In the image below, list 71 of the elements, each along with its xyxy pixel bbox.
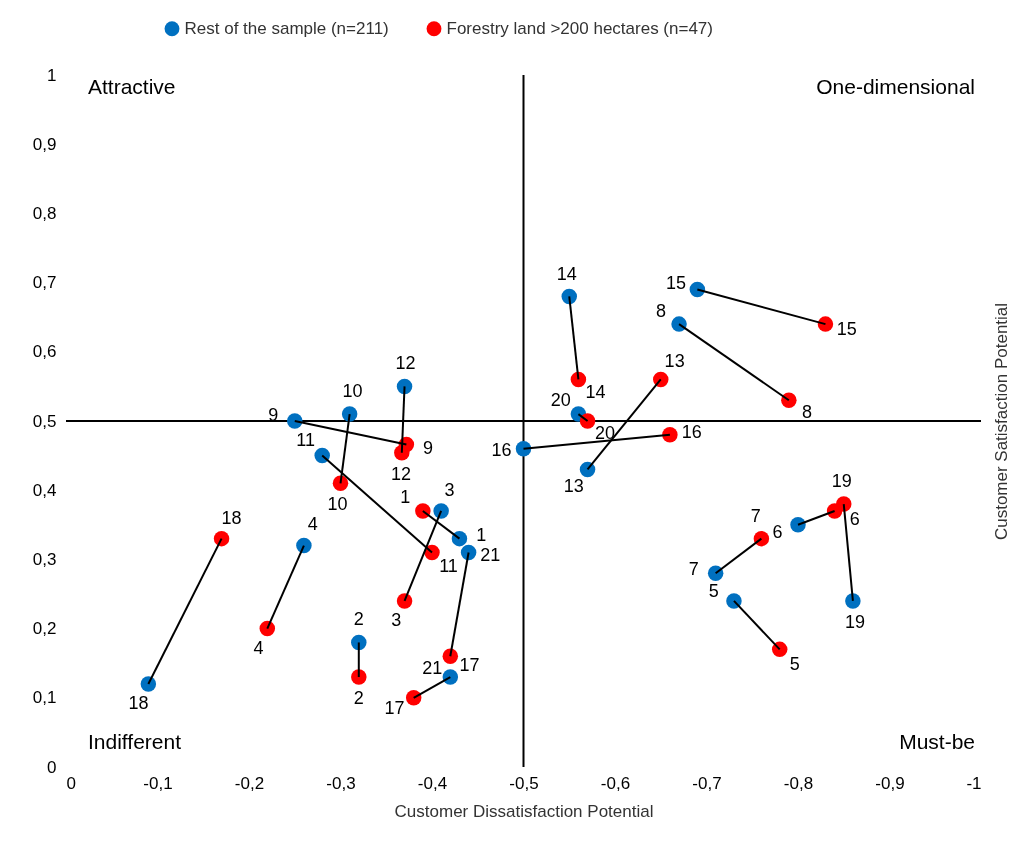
annotation: 10 — [327, 494, 348, 515]
annotation: 14 — [556, 263, 577, 284]
annotation: 8 — [801, 401, 812, 422]
annotation: 21 — [422, 657, 443, 678]
y-tick-label: 1 — [47, 65, 57, 85]
annotation: 10 — [342, 381, 363, 402]
y-tick-label: 0 — [47, 757, 57, 777]
annotation: 6 — [849, 509, 860, 530]
annotation: 15 — [666, 272, 687, 293]
annotation: One-dimensional — [816, 75, 975, 98]
y-tick-label: 0,9 — [32, 134, 57, 154]
x-tick-label: 0 — [66, 773, 76, 793]
annotation: 15 — [836, 318, 857, 339]
annotation: 16 — [491, 439, 512, 460]
annotation: 17 — [459, 655, 480, 676]
annotation: 12 — [395, 353, 416, 374]
annotation: 7 — [750, 506, 761, 527]
x-tick-label: -0,3 — [326, 773, 356, 793]
y-tick-label: 0,1 — [32, 688, 57, 708]
x-axis-title: Customer Dissatisfaction Potential — [394, 801, 654, 821]
annotation: 4 — [307, 514, 318, 535]
x-tick-label: -0,1 — [143, 773, 173, 793]
annotation: 13 — [664, 351, 685, 372]
y-tick-label: 0,2 — [32, 619, 57, 639]
legend-label: Rest of the sample (n=211) — [184, 18, 389, 38]
annotation: 14 — [585, 382, 606, 403]
x-tick-label: -0,2 — [234, 773, 265, 793]
annotation: 17 — [384, 697, 405, 718]
annotation: 19 — [831, 471, 852, 492]
legend-label: Forestry land >200 hectares (n=47) — [446, 18, 713, 38]
annotation: 8 — [655, 300, 666, 321]
annotation: 11 — [296, 430, 316, 451]
y-tick-label: 0,7 — [32, 273, 57, 293]
x-tick-label: -0,9 — [875, 773, 905, 793]
annotation: 1 — [400, 486, 411, 507]
annotation: 21 — [480, 545, 501, 566]
annotation: Indifferent — [88, 730, 182, 753]
y-tick-label: 0,8 — [32, 203, 57, 223]
annotation: 12 — [390, 463, 411, 484]
annotation: 20 — [595, 423, 616, 444]
x-tick-label: -0,8 — [783, 773, 814, 793]
y-axis-title: Customer Satisfaction Potential — [991, 302, 1011, 541]
y-tick-label: 0,5 — [32, 411, 57, 431]
annotation: 20 — [550, 389, 571, 410]
annotation: 2 — [353, 688, 364, 709]
annotation: 19 — [844, 611, 865, 632]
y-tick-label: 0,6 — [32, 342, 57, 362]
annotation: 7 — [688, 559, 699, 580]
annotation: 5 — [708, 580, 719, 601]
y-tick-label: 0,4 — [32, 480, 57, 500]
annotation: 11 — [439, 556, 458, 577]
x-tick-label: -0,4 — [417, 773, 448, 793]
annotation: 18 — [128, 692, 149, 713]
annotation: 9 — [422, 438, 433, 459]
annotation: Attractive — [88, 75, 176, 98]
annotation: 2 — [353, 609, 364, 630]
annotation: 18 — [221, 507, 242, 528]
x-tick-label: -0,5 — [509, 773, 539, 793]
annotation: Must-be — [899, 730, 975, 753]
x-tick-label: -0,6 — [600, 773, 631, 793]
annotation: 16 — [681, 421, 702, 442]
x-tick-label: -1 — [966, 773, 982, 793]
annotation: 4 — [253, 637, 264, 658]
annotation: 6 — [772, 521, 783, 542]
annotation: 3 — [391, 610, 402, 631]
annotation: 13 — [563, 475, 584, 496]
annotation: 1 — [476, 524, 487, 545]
annotation: 3 — [444, 479, 455, 500]
annotation: 5 — [789, 654, 800, 675]
y-tick-label: 0,3 — [32, 549, 57, 569]
x-tick-label: -0,7 — [692, 773, 722, 793]
